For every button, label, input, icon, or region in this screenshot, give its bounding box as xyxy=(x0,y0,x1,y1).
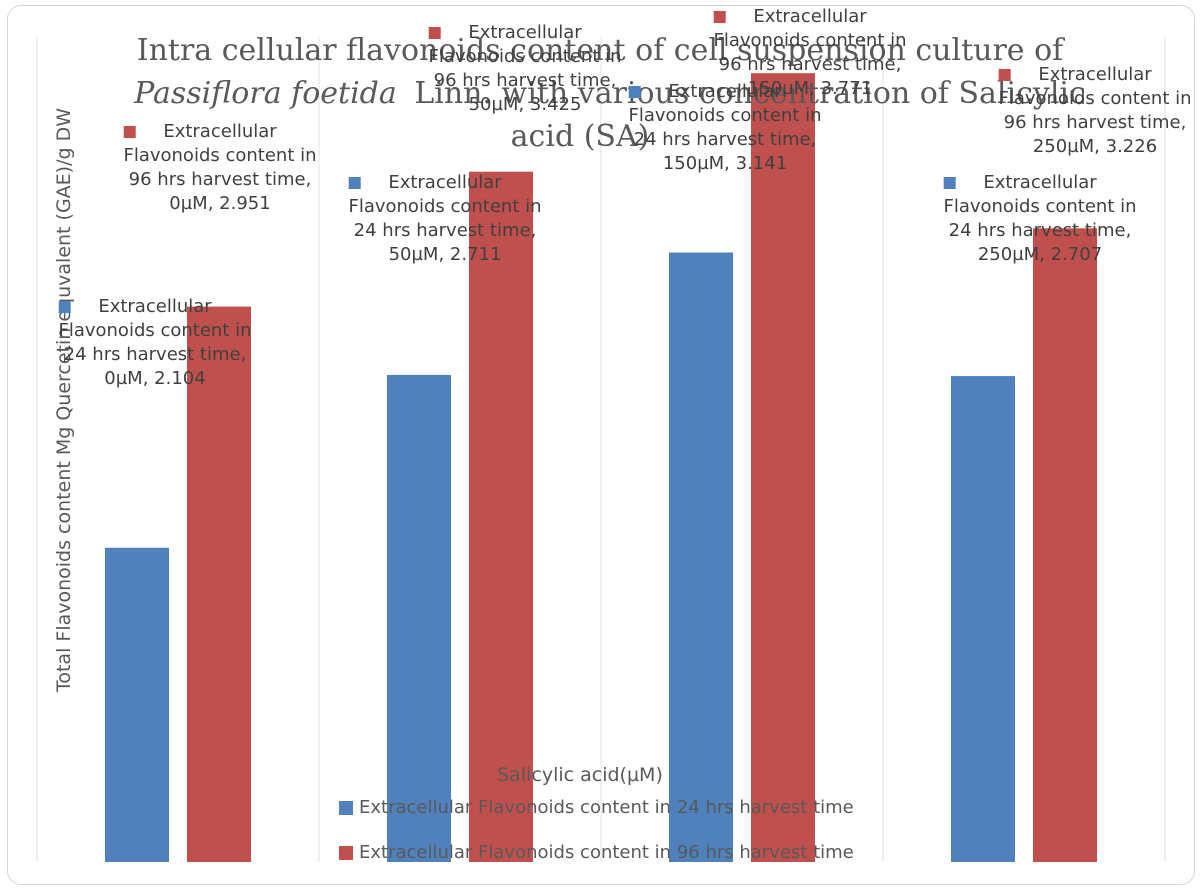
chart-title-species: Passiflora foetida xyxy=(133,76,397,111)
data-label-24h-50µM: Extracellular Flavonoids content in 24 hrs… xyxy=(348,172,541,265)
data-label-line: Extracellular xyxy=(163,121,277,142)
chart-title-line-2-text: Linn. with various concentration of Sali… xyxy=(414,76,1085,111)
data-label-line: Extracellular xyxy=(753,6,867,27)
legend: Extracellular Flavonoids content in 24 h… xyxy=(339,797,854,863)
data-label-96h-150µM: Extracellular Flavonoids content in 96 hrs… xyxy=(713,6,906,99)
data-label-line: Flavonoids content in xyxy=(628,105,821,126)
bar-24h-0µM xyxy=(105,547,169,862)
data-label-96h-50µM: Extracellular Flavonoids content in 96 hrs… xyxy=(428,22,621,115)
data-label-line: 24 hrs harvest time, xyxy=(64,344,247,365)
data-label-line: 150µM, 3.141 xyxy=(663,153,787,174)
data-label-line: 250µM, 2.707 xyxy=(978,244,1102,265)
data-label-line: 96 hrs harvest time, xyxy=(1004,112,1187,133)
data-label-line: Flavonoids content in xyxy=(998,88,1191,109)
bar-24h-50µM xyxy=(387,374,451,862)
legend-swatch xyxy=(339,846,353,860)
data-label-24h-150µM: Extracellular Flavonoids content in 24 hrs… xyxy=(628,81,821,174)
gridlines xyxy=(36,36,1166,862)
x-axis-title: Salicylic acid(µM) xyxy=(497,764,663,786)
data-label-line: 50µM, 3.425 xyxy=(469,94,582,115)
bars xyxy=(105,73,1097,863)
data-label-marker xyxy=(123,126,136,138)
data-label-line: 96 hrs harvest time, xyxy=(434,70,617,91)
data-label-line: 0µM, 2.951 xyxy=(169,193,270,214)
data-label-96h-0µM: Extracellular Flavonoids content in 96 hrs… xyxy=(123,121,316,214)
legend-item-96h: Extracellular Flavonoids content in 96 h… xyxy=(339,842,854,863)
data-label-marker xyxy=(428,27,441,39)
chart-title-line-1: Intra cellular flavonoids content of cel… xyxy=(137,33,1065,68)
data-label-line: 96 hrs harvest time, xyxy=(129,169,312,190)
data-label-line: Extracellular xyxy=(668,81,782,102)
data-label-line: 96 hrs harvest time, xyxy=(719,54,902,75)
data-label-line: Flavonoids content in xyxy=(348,196,541,217)
data-label-marker xyxy=(58,301,71,313)
data-label-line: Extracellular xyxy=(388,172,502,193)
data-label-24h-0µM: Extracellular Flavonoids content in 24 hrs… xyxy=(58,296,251,389)
data-label-marker xyxy=(998,69,1011,81)
data-label-marker xyxy=(713,11,726,23)
data-label-line: Extracellular xyxy=(983,172,1097,193)
data-label-line: Extracellular xyxy=(468,22,582,43)
data-label-line: 24 hrs harvest time, xyxy=(354,220,537,241)
data-label-line: Flavonoids content in xyxy=(123,145,316,166)
legend-item-24h: Extracellular Flavonoids content in 24 h… xyxy=(339,797,854,818)
bar-96h-50µM xyxy=(469,171,533,862)
data-label-line: Flavonoids content in xyxy=(58,320,251,341)
data-label-line: 150µM, 3.771 xyxy=(748,78,872,99)
data-label-line: 50µM, 2.711 xyxy=(389,244,502,265)
chart-title-line-3: acid (SA) xyxy=(511,119,650,154)
bar-96h-150µM xyxy=(751,73,815,863)
data-label-line: Extracellular xyxy=(1038,64,1152,85)
data-label-line: 250µM, 3.226 xyxy=(1033,136,1157,157)
y-axis-title: Total Flavonoids content Mg Quercetin eq… xyxy=(53,108,75,693)
data-label-line: Flavonoids content in xyxy=(428,46,621,67)
data-label-marker xyxy=(348,177,361,189)
data-label-line: 24 hrs harvest time, xyxy=(634,129,817,150)
data-label-96h-250µM: Extracellular Flavonoids content in 96 hrs… xyxy=(998,64,1191,157)
data-label-line: 24 hrs harvest time, xyxy=(949,220,1132,241)
bar-96h-250µM xyxy=(1033,228,1097,862)
data-label-line: 0µM, 2.104 xyxy=(104,368,205,389)
data-label-marker xyxy=(943,177,956,189)
legend-label: Extracellular Flavonoids content in 96 h… xyxy=(359,842,854,863)
bar-24h-250µM xyxy=(951,376,1015,862)
bar-96h-0µM xyxy=(187,306,251,862)
chart-title: Intra cellular flavonoids content of cel… xyxy=(133,33,1086,154)
data-labels: Extracellular Flavonoids content in 24 hrs… xyxy=(58,6,1191,389)
chart-title-line-2: Passiflora foetida Linn. with various co… xyxy=(133,76,1086,111)
data-label-line: Extracellular xyxy=(98,296,212,317)
data-label-line: Flavonoids content in xyxy=(943,196,1136,217)
legend-swatch xyxy=(339,801,353,815)
bar-24h-150µM xyxy=(669,252,733,862)
data-label-marker xyxy=(628,86,641,98)
legend-label: Extracellular Flavonoids content in 24 h… xyxy=(359,797,854,818)
data-label-line: Flavonoids content in xyxy=(713,30,906,51)
data-label-24h-250µM: Extracellular Flavonoids content in 24 hrs… xyxy=(943,172,1136,265)
